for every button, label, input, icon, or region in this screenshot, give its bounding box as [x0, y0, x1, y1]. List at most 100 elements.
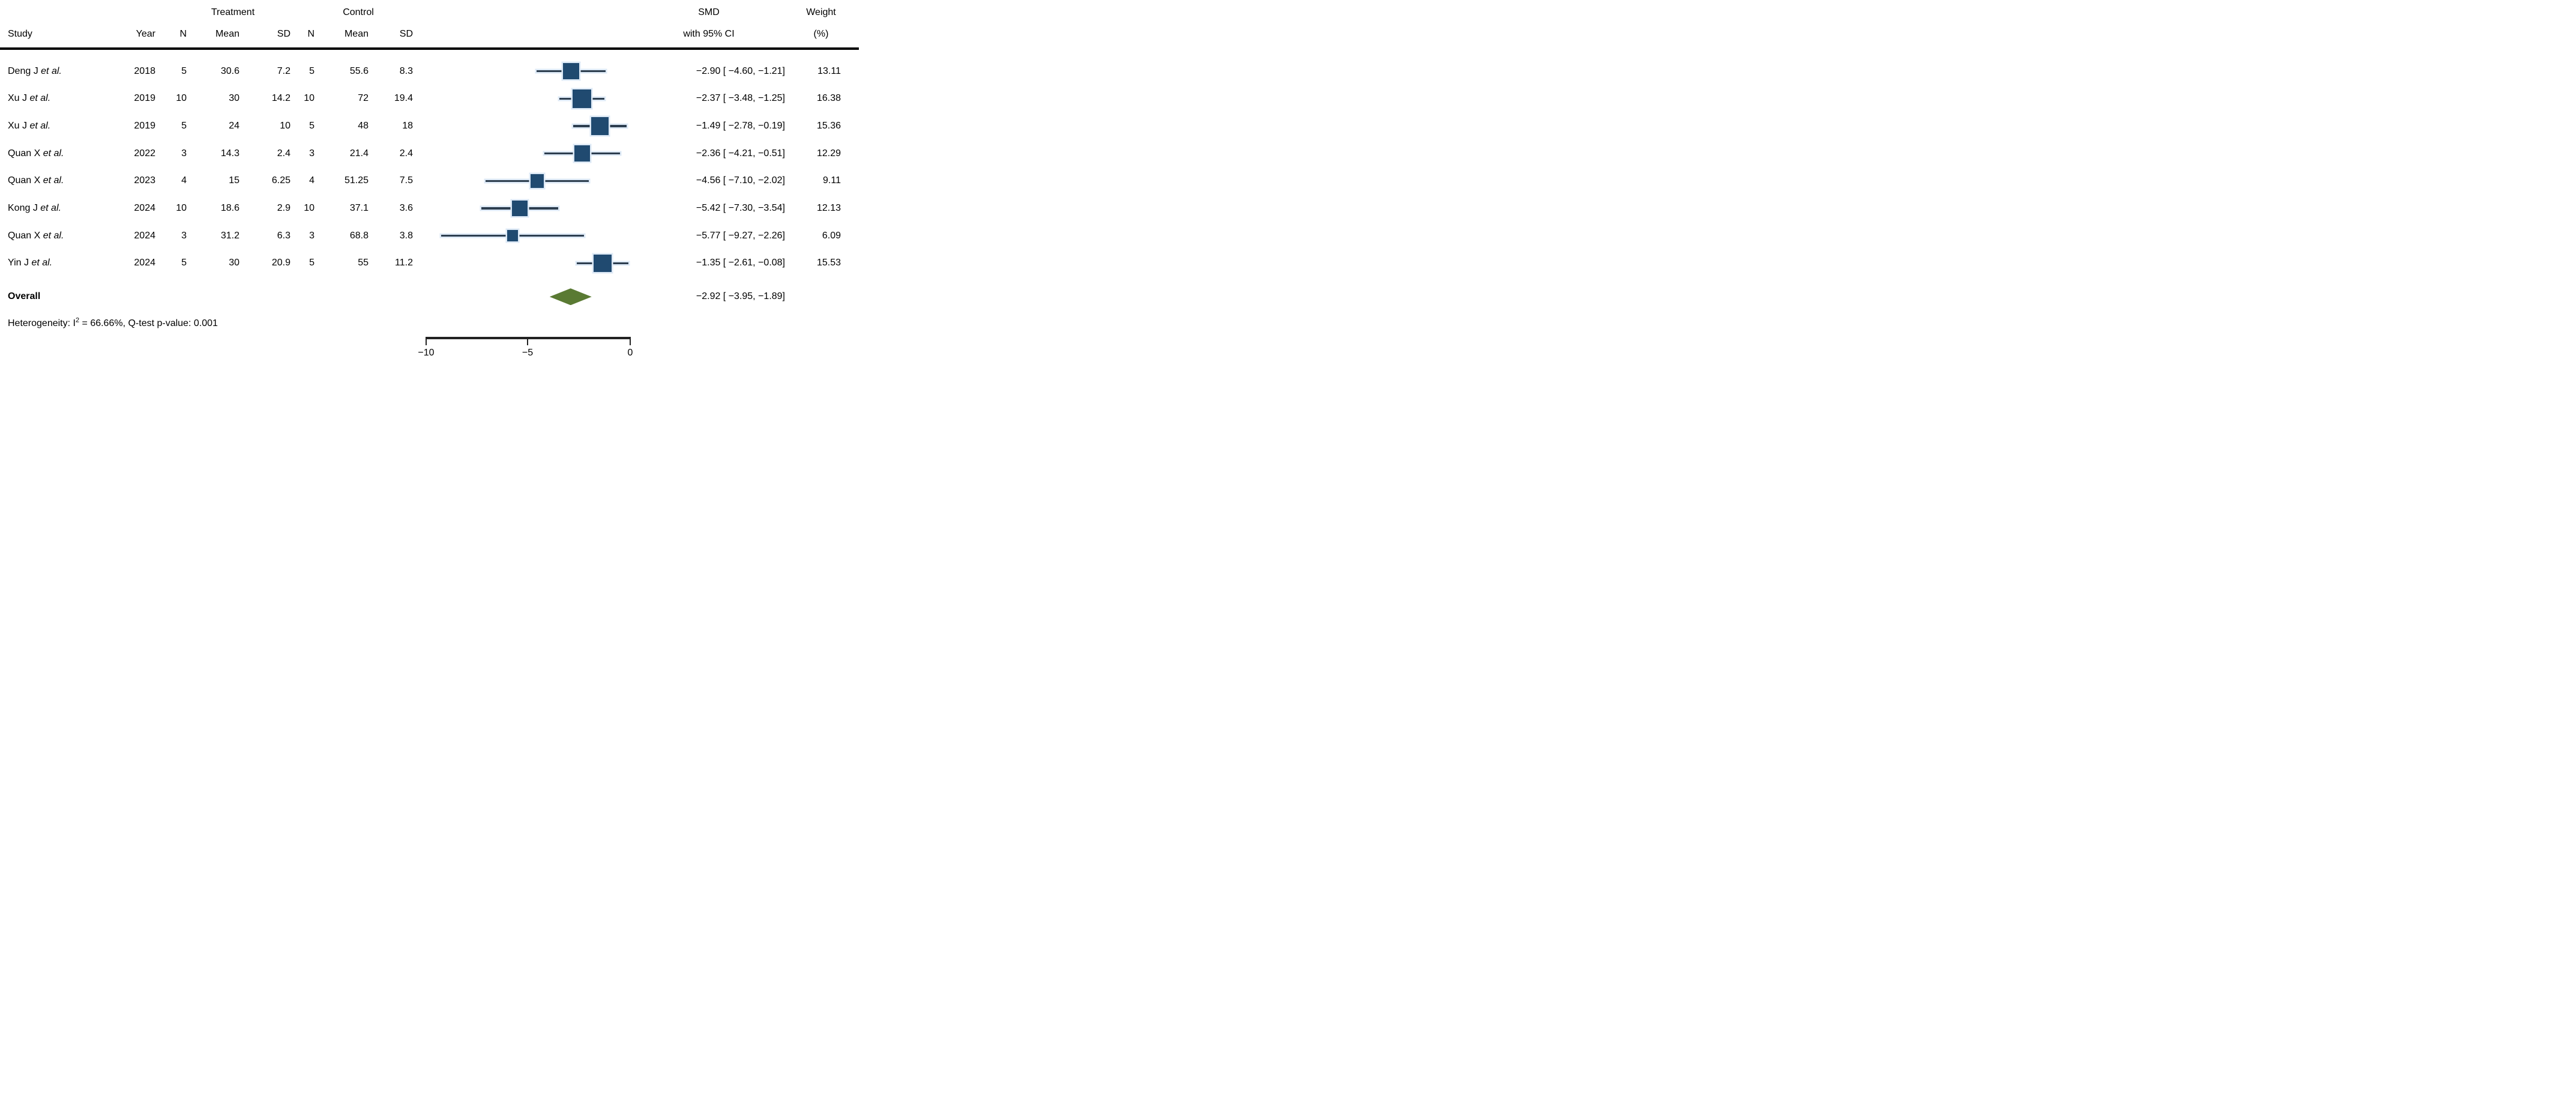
sd-treatment-cell: 6.3 — [277, 230, 290, 241]
sd-treatment-cell: 7.2 — [277, 65, 290, 76]
sd-control-cell: 3.6 — [399, 203, 413, 214]
year-cell: 2024 — [134, 258, 155, 268]
smd-ci-cell: −1.35 [ −2.61, −0.08] — [696, 258, 785, 268]
sd-control-cell: 8.3 — [399, 65, 413, 76]
weight-cell: 6.09 — [822, 230, 841, 241]
x-axis-line — [426, 337, 631, 339]
effect-square — [562, 63, 580, 80]
mean-treatment-cell: 30 — [229, 93, 239, 104]
table-row: Quan X et al. 2024 3 31.2 6.3 3 68.8 3.8… — [0, 230, 859, 242]
study-label: Deng J et al. — [8, 65, 62, 76]
mean-control-cell: 72 — [358, 93, 369, 104]
n-treatment-cell: 5 — [181, 121, 187, 131]
mean-treatment-cell: 24 — [229, 121, 239, 131]
mean-treatment-cell: 30.6 — [220, 65, 239, 76]
mean-treatment-cell: 15 — [229, 175, 239, 186]
treatment-group-header: Treatment — [211, 7, 255, 17]
smd-ci-cell: −2.36 [ −4.21, −0.51] — [696, 148, 785, 159]
x-axis-label-0: 0 — [627, 348, 633, 358]
weight-cell: 9.11 — [823, 175, 841, 186]
mean-control-cell: 48 — [358, 121, 369, 131]
year-cell: 2019 — [134, 121, 155, 131]
effect-square — [591, 117, 609, 135]
table-row: Quan X et al. 2023 4 15 6.25 4 51.25 7.5… — [0, 175, 859, 187]
column-header-row: Study Year N Mean SD N Mean SD — [0, 28, 859, 40]
table-row: Quan X et al. 2022 3 14.3 2.4 3 21.4 2.4… — [0, 148, 859, 160]
table-row: Xu J et al. 2019 5 24 10 5 48 18 −1.49 [… — [0, 120, 859, 132]
sd-treatment-cell: 14.2 — [271, 93, 290, 104]
year-cell: 2023 — [134, 175, 155, 186]
mean-control-cell: 51.25 — [344, 175, 369, 186]
sd-control-cell: 11.2 — [395, 258, 413, 268]
study-label: Quan X et al. — [8, 230, 64, 241]
weight-cell: 12.29 — [816, 148, 841, 159]
smd-ci-cell: −2.37 [ −3.48, −1.25] — [696, 93, 785, 104]
mean-control-cell: 37.1 — [349, 203, 369, 214]
n-treatment-cell: 3 — [181, 148, 187, 159]
table-row: Kong J et al. 2024 10 18.6 2.9 10 37.1 3… — [0, 202, 859, 214]
n-treatment-cell: 5 — [181, 258, 187, 268]
sd-control-cell: 7.5 — [399, 175, 413, 186]
effect-square — [594, 254, 612, 273]
col-header-n-control: N — [307, 29, 314, 39]
sd-treatment-cell: 2.4 — [277, 148, 290, 159]
col-header-sd-treatment: SD — [277, 29, 290, 39]
study-label: Xu J et al. — [8, 121, 51, 131]
weight-cell: 15.36 — [816, 121, 841, 131]
study-label: Yin J et al. — [8, 258, 53, 268]
weight-header-line1: Weight — [806, 7, 836, 17]
col-header-mean-control: Mean — [344, 29, 369, 39]
x-axis-tick-0 — [630, 337, 631, 345]
smd-ci-cell: −5.77 [ −9.27, −2.26] — [696, 230, 785, 241]
weight-cell: 13.11 — [817, 65, 841, 76]
sd-control-cell: 18 — [402, 121, 413, 131]
weight-cell: 12.13 — [816, 203, 841, 214]
n-control-cell: 3 — [309, 148, 314, 159]
overall-smd-ci: −2.92 [ −3.95, −1.89] — [696, 291, 785, 302]
n-treatment-cell: 4 — [181, 175, 187, 186]
n-control-cell: 10 — [304, 93, 314, 104]
smd-header-line1: SMD — [698, 7, 720, 17]
study-label: Quan X et al. — [8, 148, 64, 159]
overall-row: Overall −2.92 [ −3.95, −1.89] — [0, 291, 859, 303]
n-control-cell: 3 — [309, 230, 314, 241]
n-control-cell: 5 — [309, 121, 314, 131]
col-header-mean-treatment: Mean — [215, 29, 239, 39]
smd-ci-cell: −4.56 [ −7.10, −2.02] — [696, 175, 785, 186]
control-group-header: Control — [343, 7, 374, 17]
sd-treatment-cell: 6.25 — [271, 175, 290, 186]
year-cell: 2019 — [134, 93, 155, 104]
effect-square — [530, 174, 544, 188]
col-header-n-treatment: N — [179, 29, 187, 39]
sd-control-cell: 19.4 — [394, 93, 413, 104]
x-axis-tick-minus10 — [426, 337, 427, 345]
n-control-cell: 5 — [309, 65, 314, 76]
header-rule — [0, 47, 859, 50]
x-axis-label-minus5: −5 — [522, 348, 534, 358]
smd-ci-cell: −1.49 [ −2.78, −0.19] — [696, 121, 785, 131]
n-treatment-cell: 5 — [181, 65, 187, 76]
heterogeneity-note: Heterogeneity: I2 = 66.66%, Q-test p-val… — [8, 316, 218, 328]
mean-control-cell: 21.4 — [349, 148, 369, 159]
table-row: Xu J et al. 2019 10 30 14.2 10 72 19.4 −… — [0, 92, 859, 104]
col-header-year: Year — [136, 29, 155, 39]
n-treatment-cell: 3 — [181, 230, 187, 241]
mean-treatment-cell: 31.2 — [220, 230, 239, 241]
col-header-sd-control: SD — [399, 29, 413, 39]
effect-square — [507, 230, 519, 242]
weight-cell: 16.38 — [816, 93, 841, 104]
smd-header-line2: with 95% CI — [683, 29, 735, 39]
effect-square — [511, 200, 528, 217]
sd-treatment-cell: 20.9 — [271, 258, 290, 268]
n-control-cell: 5 — [309, 258, 314, 268]
table-row: Yin J et al. 2024 5 30 20.9 5 55 11.2 −1… — [0, 257, 859, 269]
mean-control-cell: 55.6 — [349, 65, 369, 76]
year-cell: 2018 — [134, 65, 155, 76]
sd-treatment-cell: 10 — [280, 121, 290, 131]
study-label: Xu J et al. — [8, 93, 51, 104]
mean-control-cell: 68.8 — [349, 230, 369, 241]
weight-header-line2: (%) — [813, 29, 829, 39]
mean-treatment-cell: 14.3 — [220, 148, 239, 159]
year-cell: 2022 — [134, 148, 155, 159]
mean-treatment-cell: 18.6 — [220, 203, 239, 214]
